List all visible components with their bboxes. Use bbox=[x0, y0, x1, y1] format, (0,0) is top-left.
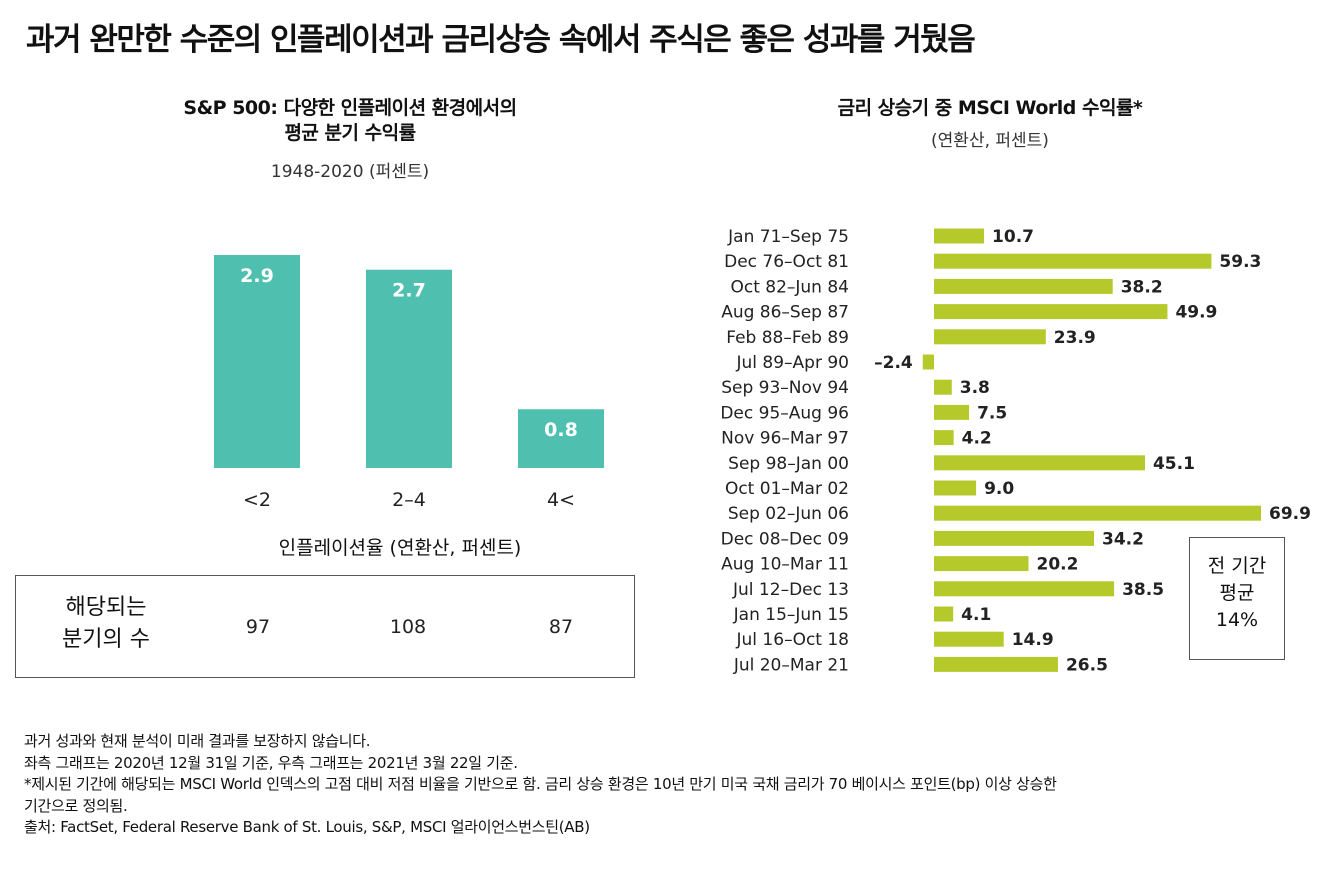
right-bar bbox=[934, 581, 1115, 597]
right-bar bbox=[934, 430, 954, 446]
right-bar bbox=[934, 480, 977, 496]
footnote-line: 기간으로 정의됨. bbox=[24, 796, 128, 815]
left-bar-value-label: 0.8 bbox=[544, 419, 578, 441]
right-bar bbox=[934, 505, 1261, 521]
right-bar-value-label: 38.2 bbox=[1121, 277, 1163, 297]
right-category-label: Aug 10–Mar 11 bbox=[721, 555, 849, 575]
left-category-label: 4< bbox=[547, 489, 575, 511]
right-bar-value-label: 9.0 bbox=[984, 479, 1014, 499]
quarter-count-label-line2: 분기의 수 bbox=[62, 627, 150, 652]
right-bar-value-label: 14.9 bbox=[1012, 630, 1054, 650]
right-bar-value-label: 34.2 bbox=[1102, 529, 1144, 549]
footnote-line: 과거 성과와 현재 분석이 미래 결과를 보장하지 않습니다. bbox=[24, 732, 371, 750]
right-bar-value-label: –2.4 bbox=[874, 353, 913, 373]
left-bar-value-label: 2.7 bbox=[392, 280, 426, 302]
right-bar-value-label: 20.2 bbox=[1036, 555, 1078, 575]
quarter-count-over-4: 87 bbox=[548, 616, 574, 638]
right-bar-value-label: 10.7 bbox=[992, 227, 1034, 247]
right-bar-value-label: 23.9 bbox=[1054, 328, 1096, 348]
left-bar-value-label: 2.9 bbox=[240, 265, 274, 287]
left-bar bbox=[214, 255, 300, 468]
right-chart-title: 금리 상승기 중 MSCI World 수익률* bbox=[837, 97, 1143, 119]
right-category-label: Jul 12–Dec 13 bbox=[732, 580, 849, 600]
right-bar-value-label: 7.5 bbox=[977, 403, 1007, 423]
right-bar-value-label: 26.5 bbox=[1066, 655, 1108, 675]
quarter-count-2-to-4: 108 bbox=[389, 616, 427, 638]
right-category-label: Jul 20–Mar 21 bbox=[733, 655, 849, 675]
right-category-label: Sep 93–Nov 94 bbox=[721, 378, 849, 398]
right-bar bbox=[934, 278, 1113, 294]
left-chart-title-line2: 평균 분기 수익률 bbox=[284, 122, 416, 144]
left-chart-subtitle: 1948-2020 (퍼센트) bbox=[270, 162, 430, 182]
right-bar bbox=[934, 228, 985, 244]
left-chart-x-axis-label: 인플레이션율 (연환산, 퍼센트) bbox=[278, 537, 522, 559]
left-bar bbox=[366, 269, 452, 468]
right-bar bbox=[934, 631, 1004, 647]
left-category-label: <2 bbox=[243, 489, 271, 511]
quarter-count-table: 해당되는 분기의 수 97 108 87 bbox=[15, 575, 635, 678]
overall-average-line2: 평균 bbox=[1219, 582, 1255, 604]
right-bar bbox=[934, 404, 970, 420]
left-chart-title-line1: S&P 500: 다양한 인플레이션 환경에서의 bbox=[183, 97, 517, 119]
right-category-label: Jul 16–Oct 18 bbox=[736, 630, 849, 650]
footnotes: 과거 성과와 현재 분석이 미래 결과를 보장하지 않습니다. 좌측 그래프는 … bbox=[24, 731, 1309, 839]
main-title: 과거 완만한 수준의 인플레이션과 금리상승 속에서 주식은 좋은 성과를 거뒀… bbox=[26, 22, 976, 58]
right-category-label: Oct 01–Mar 02 bbox=[725, 479, 849, 499]
left-category-label: 2–4 bbox=[392, 489, 426, 511]
right-category-label: Sep 02–Jun 06 bbox=[728, 504, 849, 524]
overall-average-box: 전 기간 평균 14% bbox=[1189, 537, 1285, 660]
right-bar bbox=[934, 656, 1058, 672]
right-bar-value-label: 49.9 bbox=[1175, 303, 1217, 323]
right-bar bbox=[934, 304, 1168, 320]
right-chart-subtitle: (연환산, 퍼센트) bbox=[931, 131, 1049, 151]
right-category-label: Nov 96–Mar 97 bbox=[721, 429, 849, 449]
right-category-label: Oct 82–Jun 84 bbox=[730, 277, 849, 297]
inflation-returns-bar-chart: 2.9 <2 2.7 2–4 0.8 4< bbox=[214, 255, 604, 511]
right-bar-value-label: 4.2 bbox=[962, 429, 992, 449]
right-category-label: Dec 76–Oct 81 bbox=[724, 252, 849, 272]
right-bar-value-label: 69.9 bbox=[1269, 504, 1310, 524]
overall-average-line1: 전 기간 bbox=[1207, 555, 1267, 577]
left-chart-title: S&P 500: 다양한 인플레이션 환경에서의 평균 분기 수익률 bbox=[130, 96, 570, 146]
right-bar bbox=[934, 455, 1145, 471]
right-bar-value-label: 59.3 bbox=[1219, 252, 1261, 272]
right-category-label: Jan 15–Jun 15 bbox=[733, 605, 849, 625]
right-category-label: Feb 88–Feb 89 bbox=[726, 328, 849, 348]
right-category-label: Jan 71–Sep 75 bbox=[727, 227, 849, 247]
right-bar bbox=[934, 379, 952, 395]
right-category-label: Dec 08–Dec 09 bbox=[721, 529, 849, 549]
right-bar bbox=[934, 556, 1029, 572]
right-bar bbox=[934, 329, 1046, 345]
right-category-label: Dec 95–Aug 96 bbox=[720, 403, 849, 423]
right-category-label: Aug 86–Sep 87 bbox=[721, 303, 849, 323]
left-bar bbox=[518, 409, 604, 468]
right-bar bbox=[934, 530, 1094, 546]
quarter-count-label-line1: 해당되는 bbox=[65, 595, 147, 620]
right-bar-value-label: 45.1 bbox=[1153, 454, 1195, 474]
quarter-count-under-2: 97 bbox=[245, 616, 271, 638]
footnote-line: 출처: FactSet, Federal Reserve Bank of St.… bbox=[24, 818, 590, 836]
right-bar bbox=[922, 354, 934, 370]
msci-world-returns-bar-chart: Jan 71–Sep 75 10.7 Dec 76–Oct 81 59.3 Oct 82… bbox=[720, 227, 1310, 675]
right-bar bbox=[934, 253, 1212, 269]
right-bar-value-label: 4.1 bbox=[961, 605, 991, 625]
right-bar bbox=[934, 606, 954, 622]
right-category-label: Jul 89–Apr 90 bbox=[736, 353, 850, 373]
quarter-count-label: 해당되는 분기의 수 bbox=[46, 592, 166, 656]
overall-average-value: 14% bbox=[1215, 609, 1259, 631]
footnote-line: *제시된 기간에 해당되는 MSCI World 인덱스의 고점 대비 저점 비… bbox=[24, 775, 1057, 793]
right-bar-value-label: 38.5 bbox=[1122, 580, 1164, 600]
footnote-line: 좌측 그래프는 2020년 12월 31일 기준, 우측 그래프는 2021년 … bbox=[24, 753, 518, 772]
right-bar-value-label: 3.8 bbox=[960, 378, 990, 398]
right-category-label: Sep 98–Jan 00 bbox=[728, 454, 849, 474]
